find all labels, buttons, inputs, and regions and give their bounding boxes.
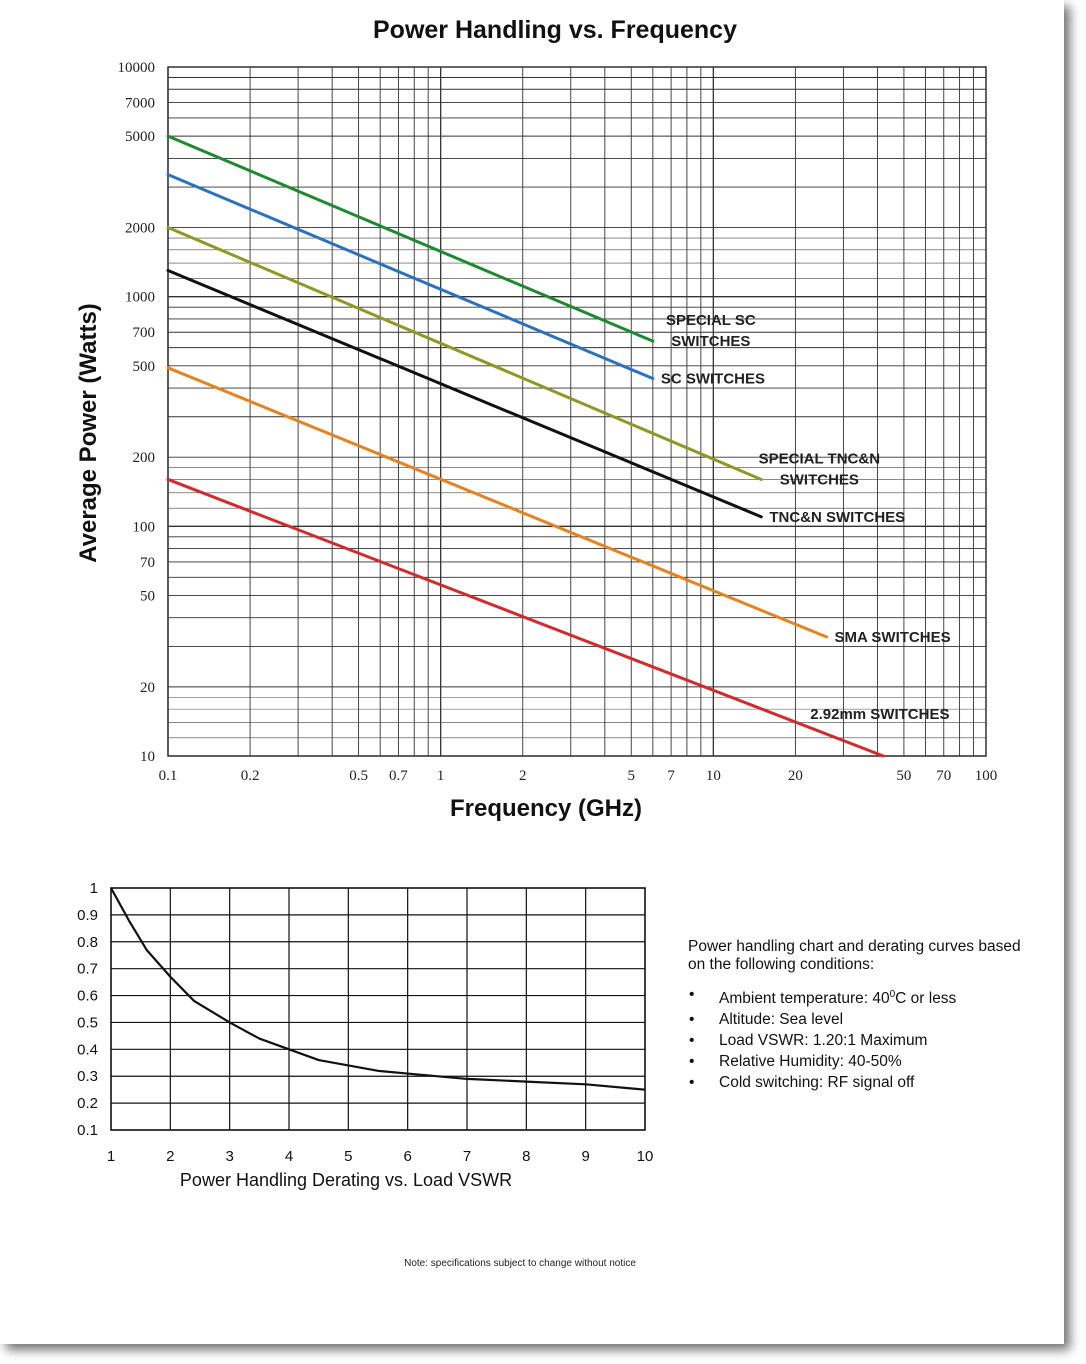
document-page: Power Handling vs. Frequency 0.1 0.2 0.5 0.… <box>75 16 1028 1269</box>
series-line <box>166 134 655 343</box>
derating-x-tick-label: 8 <box>522 1148 530 1165</box>
derating-chart: 1 2 3 4 5 6 7 8 9 1010.90.80.70.60.50.40.30.20.1 … <box>77 880 653 1190</box>
condition-item: • Cold switching: RF signal off <box>689 1074 915 1092</box>
y-tick-label: 50 <box>140 588 155 604</box>
tick-labels: 0.1 0.2 0.5 0.7 1 2 5 7 10 20 50 70 100 10000 7000 5000… <box>118 60 998 784</box>
conditions-list: • Ambient temperature: 400C or less • Alti… <box>688 986 1028 1092</box>
y-tick-label: 2000 <box>125 221 155 237</box>
y-tick-label: 5000 <box>125 129 155 145</box>
x-tick-label: 10 <box>706 768 721 784</box>
x-tick-label: 0.7 <box>389 768 408 784</box>
derating-y-tick-label: 0.8 <box>77 934 98 951</box>
derating-y-tick-label: 0.1 <box>77 1122 98 1139</box>
series-label: SPECIAL SC <box>666 312 756 329</box>
condition-item: • Load VSWR: 1.20:1 Maximum <box>689 1032 928 1050</box>
bullet-icon: • <box>689 1032 695 1050</box>
derating-y-tick-label: 0.2 <box>77 1095 98 1112</box>
derating-curve-group <box>110 887 646 1091</box>
derating-x-tick-label: 4 <box>285 1148 293 1165</box>
y-tick-label: 7000 <box>125 96 155 112</box>
derating-y-tick-label: 0.7 <box>77 961 98 978</box>
derating-y-tick-label: 0.6 <box>77 988 98 1005</box>
series-line <box>166 226 763 481</box>
series-lines <box>166 134 885 758</box>
series-line <box>166 268 763 519</box>
condition-item: • Altitude: Sea level <box>689 1011 844 1029</box>
x-tick-label: 1 <box>437 768 445 784</box>
footnote: Note: specifications subject to change w… <box>404 1258 636 1269</box>
derating-x-tick-label: 7 <box>463 1148 471 1165</box>
y-tick-label: 200 <box>133 450 156 466</box>
derating-x-tick-label: 1 <box>107 1148 115 1165</box>
series-label: SMA SWITCHES <box>834 629 950 646</box>
chart-grid <box>167 66 987 757</box>
x-tick-label: 2 <box>519 768 527 784</box>
y-tick-label: 70 <box>140 555 155 571</box>
y-tick-label: 1000 <box>125 290 155 306</box>
bullet-icon: • <box>689 1011 695 1029</box>
series-label: 2.92mm SWITCHES <box>810 706 949 723</box>
bullet-icon: • <box>689 1074 695 1092</box>
conditions-intro: Power handling chart and derating curves… <box>688 938 1021 973</box>
x-axis-label: Frequency (GHz) <box>450 795 642 822</box>
y-tick-label: 100 <box>133 519 156 535</box>
derating-curve <box>110 887 646 1091</box>
derating-x-tick-label: 9 <box>581 1148 589 1165</box>
series-line <box>166 477 885 758</box>
y-tick-label: 20 <box>140 680 155 696</box>
series-label: SWITCHES <box>780 471 859 488</box>
derating-x-tick-label: 2 <box>166 1148 174 1165</box>
series-label: TNC&N SWITCHES <box>769 509 905 526</box>
series-label: SWITCHES <box>671 333 750 350</box>
series-line <box>166 173 655 381</box>
x-tick-label: 100 <box>975 768 998 784</box>
x-tick-label: 7 <box>667 768 675 784</box>
chart-title: Power Handling vs. Frequency <box>373 16 737 44</box>
derating-tick-labels: 1 2 3 4 5 6 7 8 9 10 1 0.9 0.8 0.7 0.6 0.5 0.4 0.3 0.2 0.1 <box>77 880 653 1165</box>
derating-x-tick-label: 6 <box>403 1148 411 1165</box>
condition-item: • Ambient temperature: 400C or less <box>689 986 957 1008</box>
derating-y-tick-label: 0.9 <box>77 907 98 924</box>
y-tick-label: 10 <box>140 749 155 765</box>
derating-x-tick-label: 5 <box>344 1148 352 1165</box>
x-tick-label: 0.1 <box>159 768 178 784</box>
derating-y-tick-label: 0.3 <box>77 1068 98 1085</box>
series-line <box>166 366 828 639</box>
y-axis-label: Average Power (Watts) <box>75 303 102 563</box>
bullet-icon: • <box>689 986 695 1003</box>
y-tick-label: 10000 <box>118 60 156 76</box>
bullet-icon: • <box>689 1053 695 1071</box>
series-label: SC SWITCHES <box>661 371 765 388</box>
derating-x-axis-label: Power Handling Derating vs. Load VSWR <box>180 1170 512 1190</box>
series-label: SPECIAL TNC&N <box>759 450 880 467</box>
derating-y-tick-label: 0.4 <box>77 1041 98 1058</box>
y-tick-label: 700 <box>133 325 156 341</box>
derating-y-tick-label: 0.5 <box>77 1014 98 1031</box>
x-tick-label: 0.5 <box>349 768 368 784</box>
conditions-block: Power handling chart and derating curves… <box>688 938 1028 1095</box>
x-tick-label: 70 <box>936 768 951 784</box>
derating-x-tick-label: 3 <box>225 1148 233 1165</box>
condition-item: • Relative Humidity: 40-50% <box>689 1053 902 1071</box>
derating-x-tick-label: 10 <box>637 1148 654 1165</box>
series-labels: SPECIAL SC SWITCHES SC SWITCHES SPECIAL TNC… <box>661 312 951 723</box>
y-tick-label: 500 <box>133 359 156 375</box>
derating-plot-frame <box>110 887 646 1131</box>
derating-y-tick-label: 1 <box>90 880 98 897</box>
x-tick-label: 0.2 <box>241 768 260 784</box>
x-tick-label: 5 <box>628 768 636 784</box>
derating-grid <box>110 887 646 1131</box>
power-handling-chart: Power Handling vs. Frequency 0.1 0.2 0.5 0.… <box>75 16 998 822</box>
x-tick-label: 50 <box>896 768 911 784</box>
x-tick-label: 20 <box>788 768 803 784</box>
